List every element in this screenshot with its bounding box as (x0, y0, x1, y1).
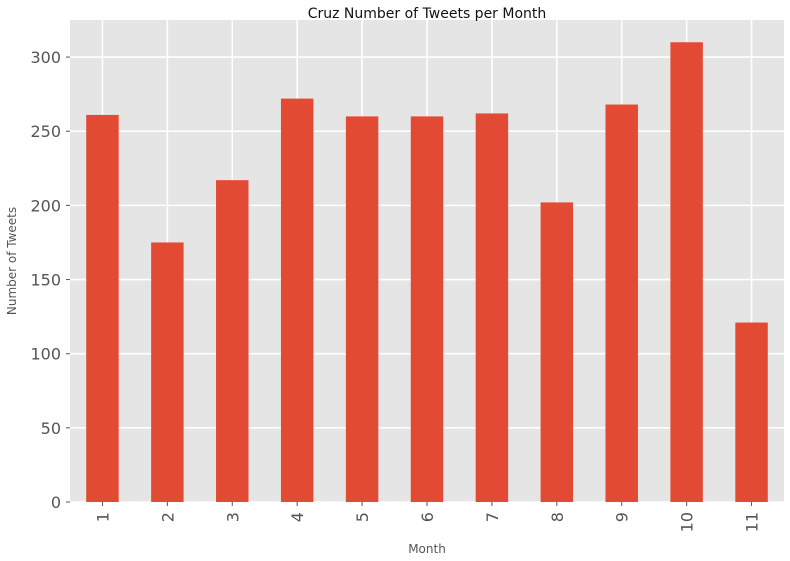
x-tick-label: 6 (418, 512, 437, 522)
y-tick-label: 100 (30, 345, 61, 364)
bar-month-9 (605, 104, 638, 502)
x-tick-label: 1 (93, 512, 112, 522)
bar-month-5 (345, 116, 379, 503)
bar-month-3 (216, 180, 249, 502)
y-tick-label: 300 (30, 48, 61, 67)
bar-month-6 (410, 116, 444, 503)
x-tick-label: 7 (483, 512, 502, 522)
bar-month-4 (280, 98, 314, 502)
y-tick-label: 0 (51, 493, 61, 512)
bar-month-2 (151, 242, 184, 502)
bars (86, 42, 768, 503)
x-tick-label: 5 (353, 512, 372, 522)
bar-month-8 (540, 202, 574, 502)
x-tick-label: 9 (613, 512, 632, 522)
x-tick-label: 3 (223, 512, 242, 522)
y-tick-label: 150 (30, 271, 61, 290)
y-tick-label: 250 (30, 122, 61, 141)
bar-month-7 (475, 113, 509, 503)
x-tick-label: 8 (548, 512, 567, 522)
x-tick-label: 2 (158, 512, 177, 522)
x-axis-label: Month (408, 542, 446, 556)
y-tick-label: 50 (41, 419, 61, 438)
y-axis-label: Number of Tweets (5, 207, 19, 315)
y-tick-label: 200 (30, 196, 61, 215)
chart-title: Cruz Number of Tweets per Month (308, 6, 547, 22)
x-tick-label: 10 (678, 512, 697, 532)
x-axis-ticks: 1 2 3 4 5 6 7 8 9 10 11 (93, 502, 762, 532)
bar-month-1 (86, 114, 119, 502)
y-axis-ticks: 0 50 100 150 200 250 300 (30, 48, 70, 512)
bar-month-11 (735, 322, 768, 502)
x-tick-label: 4 (288, 512, 307, 522)
bar-month-10 (670, 42, 703, 502)
x-tick-label: 11 (743, 512, 762, 532)
